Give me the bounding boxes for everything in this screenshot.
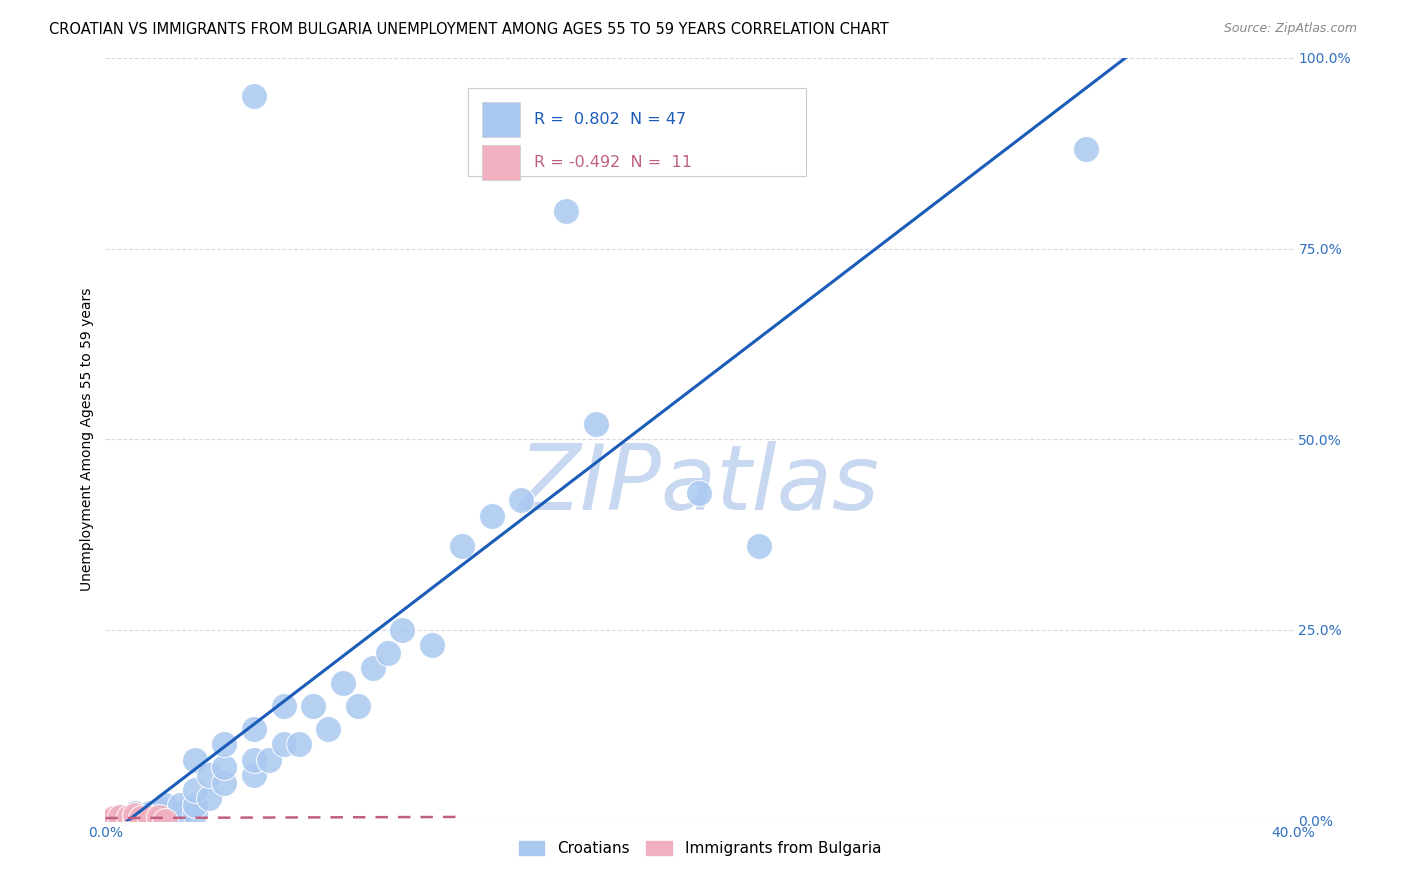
Point <box>214 737 236 751</box>
Point <box>391 623 413 637</box>
Point <box>243 722 266 736</box>
Point <box>183 783 205 797</box>
Point <box>214 760 236 774</box>
Point <box>1074 143 1097 157</box>
Point <box>153 810 176 824</box>
Point <box>554 203 576 218</box>
Point <box>748 539 770 553</box>
Point <box>302 699 325 714</box>
Point <box>377 646 399 660</box>
FancyBboxPatch shape <box>468 88 807 177</box>
Point <box>124 810 146 824</box>
Point <box>139 811 162 825</box>
Bar <box>482 145 520 180</box>
Point <box>153 814 176 828</box>
Point <box>153 805 176 820</box>
Point <box>198 768 221 782</box>
Point <box>153 802 176 816</box>
Point <box>273 737 295 751</box>
Text: ZIPatlas: ZIPatlas <box>519 441 880 529</box>
Point <box>243 89 266 103</box>
Point <box>139 810 162 824</box>
Point <box>169 798 191 813</box>
Point <box>183 805 205 820</box>
Point <box>153 798 176 813</box>
Point <box>139 805 162 820</box>
Point <box>124 805 146 820</box>
Point <box>273 699 295 714</box>
Text: Source: ZipAtlas.com: Source: ZipAtlas.com <box>1223 22 1357 36</box>
Point <box>94 814 117 828</box>
Text: R =  0.802  N = 47: R = 0.802 N = 47 <box>534 112 686 128</box>
Text: R = -0.492  N =  11: R = -0.492 N = 11 <box>534 155 692 170</box>
Point <box>347 699 370 714</box>
Point <box>599 143 621 157</box>
Point <box>332 676 354 690</box>
Text: CROATIAN VS IMMIGRANTS FROM BULGARIA UNEMPLOYMENT AMONG AGES 55 TO 59 YEARS CORR: CROATIAN VS IMMIGRANTS FROM BULGARIA UNE… <box>49 22 889 37</box>
Point <box>481 508 503 523</box>
Point <box>257 753 280 767</box>
Point <box>243 753 266 767</box>
Point <box>118 810 141 824</box>
Point <box>689 485 711 500</box>
Point <box>139 814 162 828</box>
Bar <box>482 103 520 137</box>
Point <box>153 814 176 828</box>
Legend: Croatians, Immigrants from Bulgaria: Croatians, Immigrants from Bulgaria <box>512 834 887 863</box>
Point <box>110 810 132 824</box>
Point <box>124 810 146 824</box>
Point <box>585 417 607 431</box>
Point <box>316 722 339 736</box>
Point <box>129 811 152 825</box>
Point <box>183 798 205 813</box>
Point <box>124 814 146 828</box>
Point <box>420 638 443 652</box>
Point <box>110 814 132 828</box>
Point <box>214 775 236 789</box>
Y-axis label: Unemployment Among Ages 55 to 59 years: Unemployment Among Ages 55 to 59 years <box>80 287 94 591</box>
Point <box>243 768 266 782</box>
Point <box>169 805 191 820</box>
Point <box>103 811 125 825</box>
Point <box>148 810 170 824</box>
Point <box>124 807 146 822</box>
Point <box>450 539 472 553</box>
Point <box>198 790 221 805</box>
Point <box>183 753 205 767</box>
Point <box>287 737 309 751</box>
Point <box>510 493 533 508</box>
Point <box>110 810 132 824</box>
Point <box>94 814 117 828</box>
Point <box>118 812 141 826</box>
Point <box>361 661 384 675</box>
